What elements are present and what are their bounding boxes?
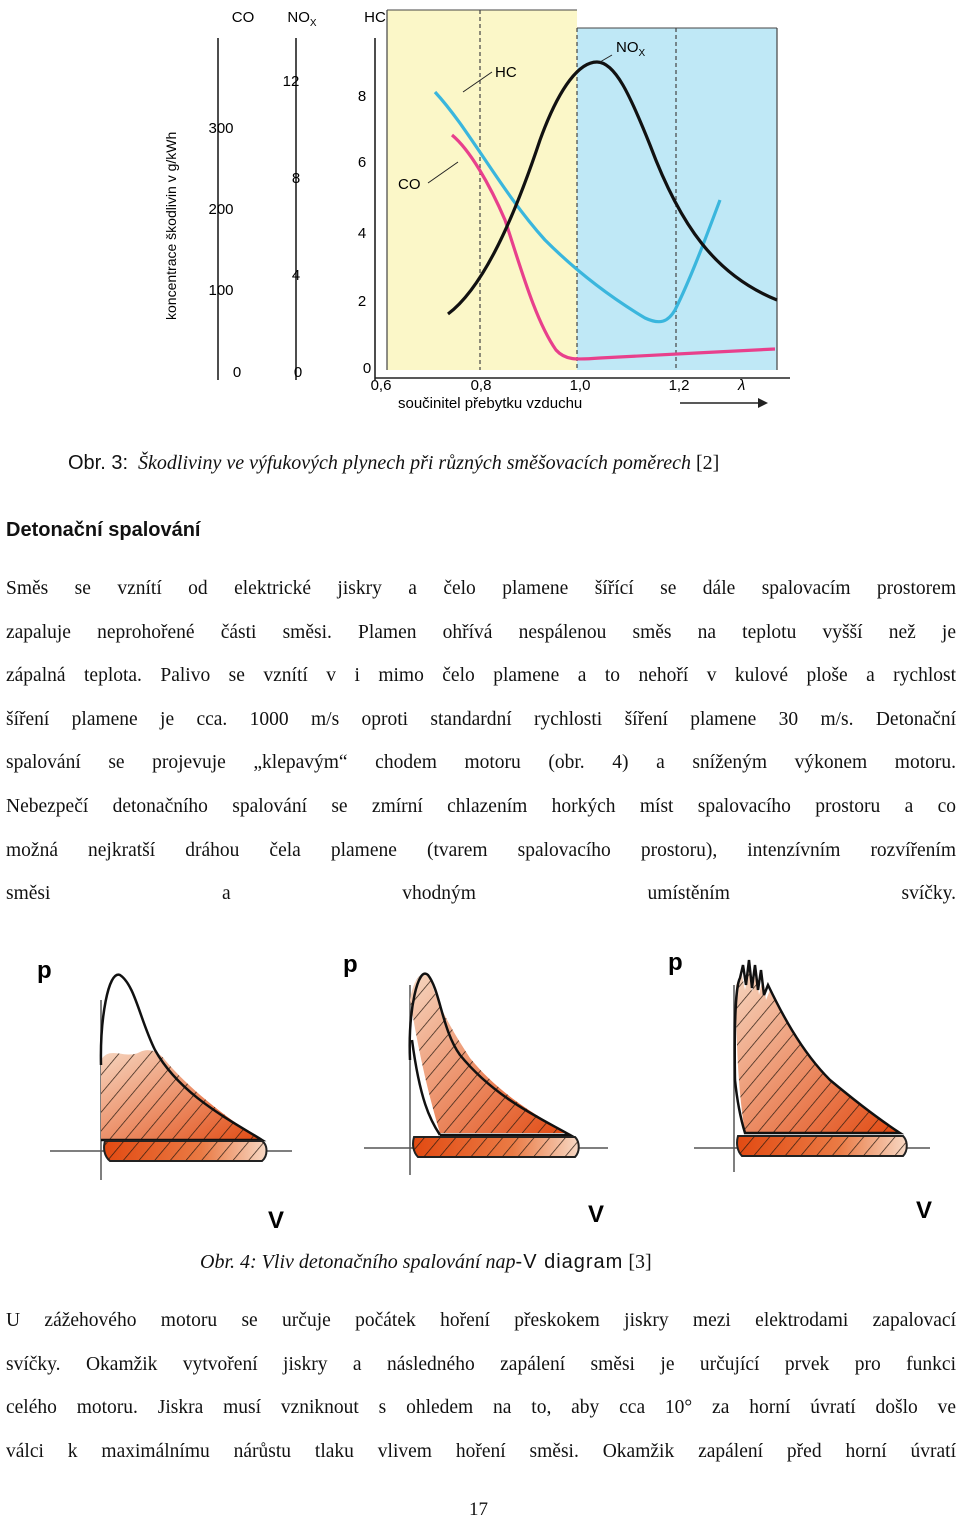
lambda-symbol: λ — [737, 377, 745, 394]
p-axis-label: p — [668, 949, 683, 976]
p-axis-label: p — [343, 951, 358, 978]
nox-tick: 4 — [292, 267, 300, 284]
caption-ref: [3] — [628, 1251, 652, 1273]
co-curve — [450, 133, 776, 361]
x-axis-title: součinitel přebytku vzduchu — [398, 395, 582, 412]
caption-text-tail: -V diagram — [515, 1251, 624, 1273]
x-tick: 0,8 — [471, 377, 492, 394]
caption-ref: [2] — [695, 452, 720, 474]
co-curve-label: CO — [398, 176, 421, 193]
y-axis-title: koncentrace škodlivin v g/kWh — [163, 132, 179, 320]
pv-diagrams: p V p V p V — [37, 949, 932, 1234]
body-line: šíření plamene je cca. 1000 m/s oproti s… — [6, 708, 956, 730]
body-line: Směs se vznítí od elektrické jiskry a če… — [6, 578, 956, 599]
hc-curve — [433, 90, 722, 324]
body-line: válci k maximálnímu nárůstu tlaku vlivem… — [6, 1440, 956, 1462]
body-line: celého motoru. Jiskra musí vzniknout s o… — [6, 1397, 956, 1419]
co-axis-header: CO — [232, 9, 255, 26]
lean-zone — [577, 28, 777, 370]
co-tick: 100 — [208, 282, 233, 299]
body-line: zapaluje neprohořené části směsi. Plamen… — [6, 621, 956, 643]
nox-axis-header: NOX — [287, 9, 317, 29]
hc-axis-header: HC — [364, 9, 386, 26]
rich-zone — [387, 10, 577, 370]
nox-curve-label: NOX — [616, 39, 646, 59]
pv-diagram-normal: p V — [37, 957, 292, 1234]
v-axis-label: V — [916, 1197, 932, 1224]
caption-variable: p — [505, 1251, 516, 1273]
hc-tick: 6 — [358, 154, 366, 171]
p-axis-label: p — [37, 957, 52, 984]
pv-diagram-knock-heavy: p V — [668, 949, 932, 1224]
body-line: svíčky. Okamžik vytvoření jiskry a násle… — [6, 1353, 956, 1375]
emissions-chart: CO NOX HC 300 200 100 0 12 8 4 0 8 6 4 2… — [163, 9, 790, 412]
body-line: směsi a vhodným umístěním svíčky. — [6, 883, 956, 905]
body-line: spalování se projevuje „klepavým“ chodem… — [6, 752, 956, 774]
page-number: 17 — [469, 1499, 488, 1520]
caption-text: Škodliviny ve výfukových plynech při růz… — [138, 452, 691, 474]
hc-curve-label: HC — [495, 64, 517, 81]
caption-prefix: Obr. 4: — [200, 1251, 257, 1273]
co-tick: 300 — [208, 120, 233, 137]
section-heading: Detonační spalování — [6, 519, 201, 541]
nox-curve — [447, 60, 778, 316]
body-line: zápalná teplota. Palivo se vznítí v i mi… — [6, 665, 956, 687]
x-tick: 0,6 — [371, 377, 392, 394]
body-line: U zážehového motoru se určuje počátek ho… — [6, 1310, 956, 1331]
body-line: Nebezpečí detonačního spalování se zmírn… — [6, 795, 956, 817]
hc-tick: 4 — [358, 225, 366, 242]
nox-tick: 8 — [292, 170, 300, 187]
x-tick: 1,0 — [570, 377, 591, 394]
figure-4-caption: Obr. 4: Vliv detonačního spalování nap-V… — [200, 1251, 652, 1274]
section-body: Směs se vznítí od elektrické jiskry a če… — [6, 567, 956, 916]
x-tick: 1,2 — [669, 377, 690, 394]
hc-tick: 2 — [358, 293, 366, 310]
hc-tick: 0 — [363, 360, 371, 377]
caption-text: Vliv detonačního spalování na — [261, 1251, 506, 1273]
caption-prefix: Obr. 3: — [68, 452, 129, 474]
figure-3-caption: Obr. 3: Škodliviny ve výfukových plynech… — [68, 452, 719, 475]
v-axis-label: V — [268, 1207, 284, 1234]
nox-tick: 0 — [294, 364, 302, 381]
paragraph-ignition: U zážehového motoru se určuje počátek ho… — [6, 1299, 956, 1473]
nox-tick: 12 — [283, 73, 300, 90]
hc-tick: 8 — [358, 88, 366, 105]
v-axis-label: V — [588, 1201, 604, 1228]
pv-diagram-knock-light: p V — [343, 951, 608, 1228]
body-line: možná nejkratší dráhou čela plamene (tva… — [6, 839, 956, 861]
co-tick: 0 — [233, 364, 241, 381]
co-tick: 200 — [208, 201, 233, 218]
